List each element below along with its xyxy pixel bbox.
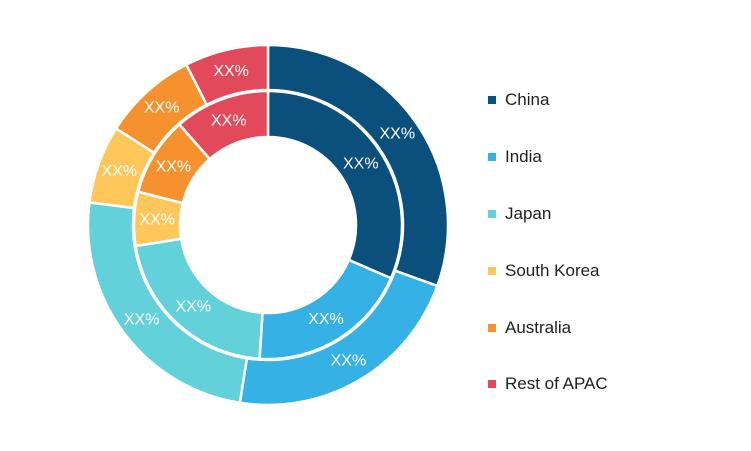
legend-swatch-rest-of-apac (488, 380, 496, 389)
legend-item-south-korea: South Korea (488, 242, 608, 299)
outer-label-india: XX% (331, 352, 367, 369)
outer-label-rest-of-apac: XX% (213, 63, 249, 80)
outer-label-south-korea: XX% (102, 163, 138, 180)
inner-slice-china (266, 89, 404, 280)
outer-label-australia: XX% (144, 100, 180, 117)
legend-label-japan: Japan (505, 203, 552, 223)
legend-swatch-australia (488, 323, 496, 332)
legend-swatch-south-korea (488, 266, 496, 275)
chart-legend: China India Japan South Korea Australia … (488, 72, 608, 413)
legend-item-india: India (488, 129, 608, 186)
legend-label-india: India (505, 147, 542, 167)
legend-item-rest-of-apac: Rest of APAC (488, 356, 608, 413)
inner-label-australia: XX% (156, 159, 192, 176)
legend-label-china: China (505, 90, 550, 110)
legend-label-south-korea: South Korea (505, 260, 600, 280)
legend-label-rest-of-apac: Rest of APAC (505, 374, 608, 394)
legend-item-japan: Japan (488, 186, 608, 243)
outer-label-japan: XX% (124, 311, 160, 328)
outer-label-china: XX% (379, 126, 415, 143)
inner-label-india: XX% (308, 311, 344, 328)
inner-slice-rest-of-apac (178, 89, 270, 161)
legend-item-australia: Australia (488, 299, 608, 356)
legend-label-australia: Australia (505, 317, 572, 337)
inner-label-china: XX% (343, 156, 379, 173)
legend-item-china: China (488, 72, 608, 129)
legend-swatch-japan (488, 209, 496, 218)
inner-label-south-korea: XX% (139, 211, 175, 228)
inner-label-japan: XX% (176, 299, 212, 316)
legend-swatch-china (488, 96, 496, 105)
inner-label-rest-of-apac: XX% (211, 113, 247, 130)
legend-swatch-india (488, 153, 496, 162)
